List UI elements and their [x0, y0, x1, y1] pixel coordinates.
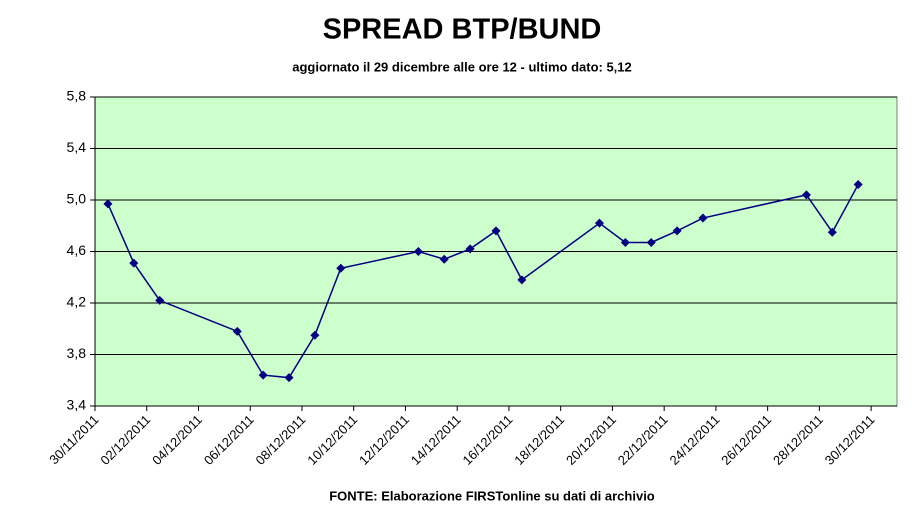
- data-point: [620, 237, 630, 247]
- data-point: [491, 226, 501, 236]
- data-point: [698, 213, 708, 223]
- y-tick-label: 4,6: [67, 242, 87, 258]
- chart-subtitle: aggiornato il 29 dicembre alle ore 12 - …: [292, 59, 632, 74]
- data-point: [672, 226, 682, 236]
- data-point: [284, 373, 294, 383]
- data-point: [517, 275, 527, 285]
- data-point: [103, 199, 113, 209]
- x-tick-label: 12/12/2011: [356, 412, 412, 468]
- data-point: [594, 218, 604, 228]
- data-point: [465, 244, 475, 254]
- data-point: [853, 180, 863, 190]
- y-tick-label: 4,2: [67, 294, 87, 310]
- x-tick-label: 20/12/2011: [563, 412, 619, 468]
- y-tick-label: 5,4: [67, 139, 87, 155]
- data-point: [232, 326, 242, 336]
- x-tick-label: 30/12/2011: [822, 412, 878, 468]
- x-tick-label: 24/12/2011: [667, 412, 723, 468]
- x-tick-label: 30/11/2011: [46, 412, 101, 467]
- x-tick-label: 18/12/2011: [511, 412, 567, 468]
- data-point: [155, 295, 165, 305]
- x-tick-label: 06/12/2011: [201, 412, 257, 468]
- x-tick-label: 04/12/2011: [149, 412, 205, 468]
- data-point: [646, 237, 656, 247]
- data-point: [310, 330, 320, 340]
- x-tick-label: 14/12/2011: [408, 412, 464, 468]
- x-tick-label: 22/12/2011: [615, 412, 671, 468]
- data-point: [801, 190, 811, 200]
- chart-title: SPREAD BTP/BUND: [323, 14, 602, 46]
- source-note: FONTE: Elaborazione FIRSTonline su dati …: [329, 488, 655, 503]
- x-tick-label: 02/12/2011: [97, 412, 153, 468]
- data-point: [413, 247, 423, 256]
- y-tick-label: 3,4: [67, 397, 87, 413]
- x-tick-label: 16/12/2011: [460, 412, 516, 468]
- x-tick-label: 08/12/2011: [253, 412, 309, 468]
- y-tick-label: 5,0: [67, 191, 87, 207]
- y-tick-label: 3,8: [67, 345, 87, 361]
- data-point: [258, 370, 268, 380]
- data-point: [827, 227, 837, 237]
- data-point: [439, 254, 449, 264]
- data-point: [129, 258, 139, 268]
- x-tick-label: 10/12/2011: [304, 412, 360, 468]
- x-tick-label: 26/12/2011: [718, 412, 774, 468]
- data-point: [336, 263, 346, 273]
- y-tick-label: 5,8: [67, 88, 87, 104]
- x-tick-label: 28/12/2011: [770, 412, 826, 468]
